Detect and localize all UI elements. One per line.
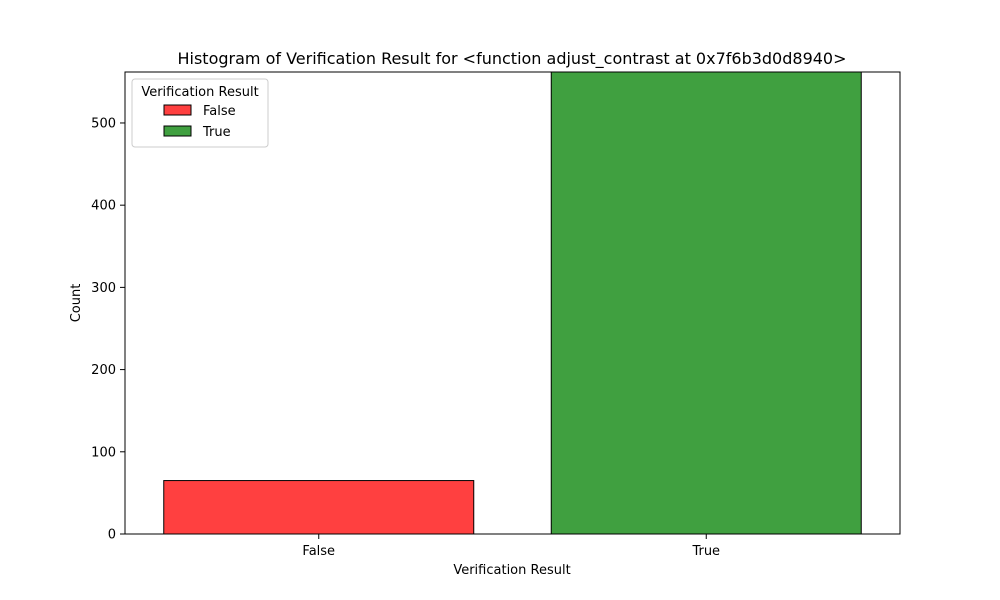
y-tick-label-100: 100 (91, 445, 116, 460)
bars-layer (163, 71, 862, 535)
bar-true (550, 71, 862, 535)
y-tick-label-0: 0 (108, 528, 116, 543)
y-axis-label: Count (69, 284, 84, 323)
y-tick-label-200: 200 (91, 363, 116, 378)
y-tick-label-500: 500 (91, 116, 116, 131)
y-axis: 0 100 200 300 400 500 (91, 116, 125, 543)
bar-false (163, 480, 475, 535)
legend-label-false: False (203, 104, 236, 119)
x-axis: False True (302, 534, 720, 559)
x-tick-label-true: True (691, 544, 720, 559)
x-axis-label: Verification Result (453, 563, 570, 578)
x-tick-label-false: False (302, 544, 335, 559)
y-tick-label-400: 400 (91, 199, 116, 214)
chart-title: Histogram of Verification Result for <fu… (177, 49, 846, 69)
legend-swatch-false (163, 104, 192, 116)
y-tick-label-300: 300 (91, 281, 116, 296)
plot-frame (124, 71, 901, 535)
legend-title: Verification Result (141, 85, 258, 100)
legend-label-true: True (202, 125, 231, 140)
legend-swatch-true (163, 125, 192, 137)
legend: Verification Result False True (131, 78, 269, 148)
